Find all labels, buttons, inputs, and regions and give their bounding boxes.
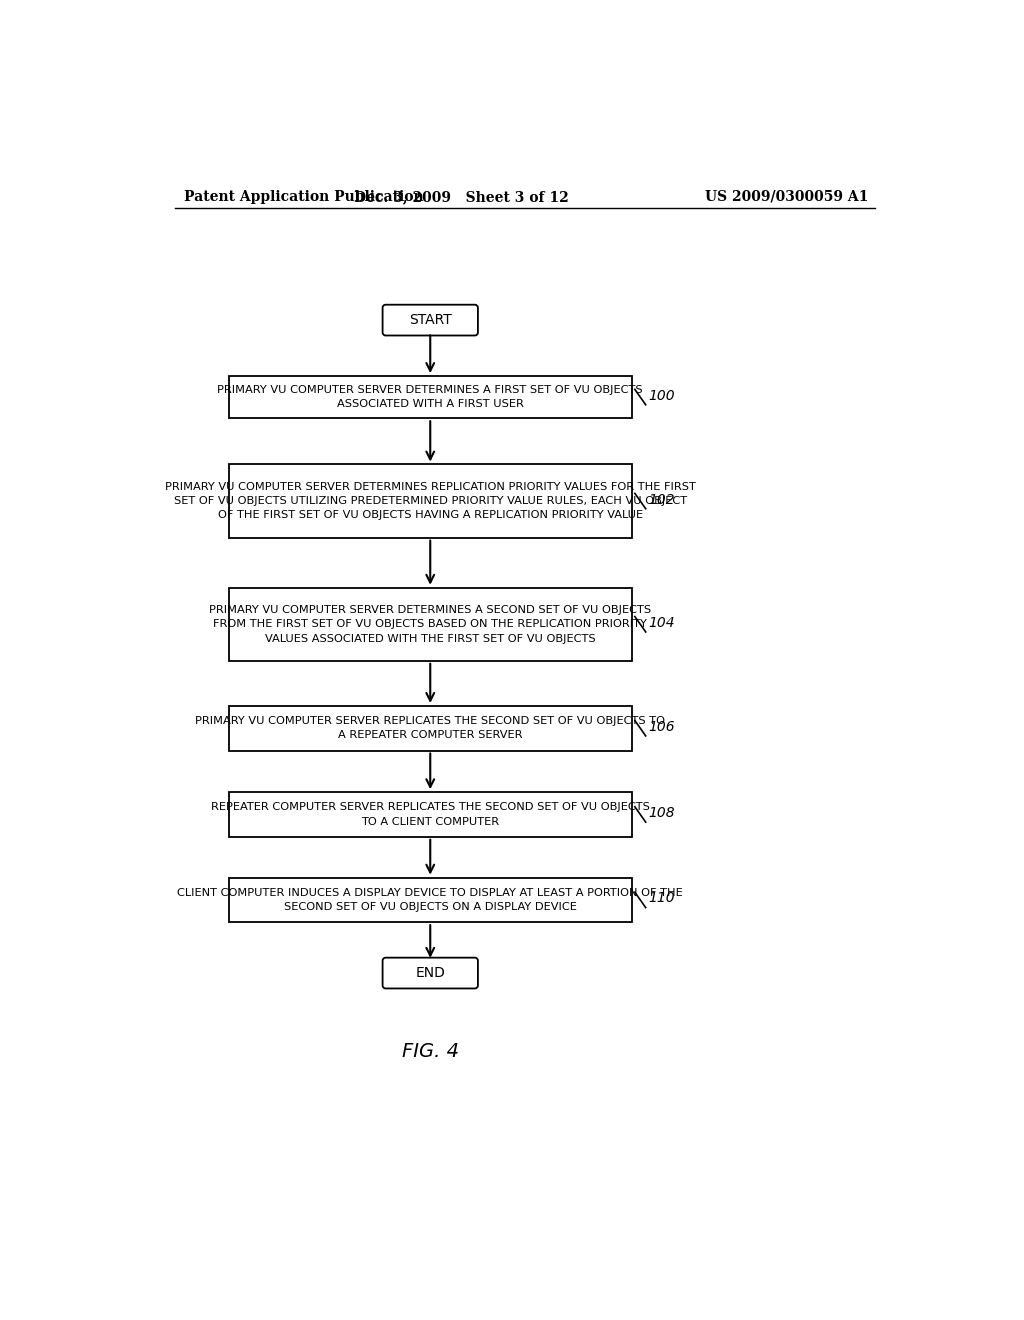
Text: REPEATER COMPUTER SERVER REPLICATES THE SECOND SET OF VU OBJECTS
TO A CLIENT COM: REPEATER COMPUTER SERVER REPLICATES THE …	[211, 803, 649, 826]
Text: PRIMARY VU COMPUTER SERVER DETERMINES A FIRST SET OF VU OBJECTS
ASSOCIATED WITH : PRIMARY VU COMPUTER SERVER DETERMINES A …	[217, 385, 643, 409]
Bar	[228, 376, 632, 418]
Bar	[228, 792, 632, 837]
Text: 100: 100	[649, 388, 676, 403]
Text: PRIMARY VU COMPUTER SERVER DETERMINES A SECOND SET OF VU OBJECTS
FROM THE FIRST : PRIMARY VU COMPUTER SERVER DETERMINES A …	[209, 605, 651, 644]
Text: END: END	[416, 966, 445, 979]
Text: Patent Application Publication: Patent Application Publication	[183, 190, 424, 203]
Bar	[228, 465, 632, 537]
Text: US 2009/0300059 A1: US 2009/0300059 A1	[705, 190, 868, 203]
Text: 110: 110	[649, 891, 676, 906]
Text: 104: 104	[649, 615, 676, 630]
Text: CLIENT COMPUTER INDUCES A DISPLAY DEVICE TO DISPLAY AT LEAST A PORTION OF THE
SE: CLIENT COMPUTER INDUCES A DISPLAY DEVICE…	[177, 888, 683, 912]
Bar	[228, 878, 632, 923]
Bar	[228, 706, 632, 751]
Text: Dec. 3, 2009   Sheet 3 of 12: Dec. 3, 2009 Sheet 3 of 12	[354, 190, 568, 203]
Text: PRIMARY VU COMPUTER SERVER DETERMINES REPLICATION PRIORITY VALUES FOR THE FIRST
: PRIMARY VU COMPUTER SERVER DETERMINES RE…	[165, 482, 695, 520]
Text: 108: 108	[649, 807, 676, 820]
Bar	[228, 587, 632, 661]
Text: PRIMARY VU COMPUTER SERVER REPLICATES THE SECOND SET OF VU OBJECTS TO
A REPEATER: PRIMARY VU COMPUTER SERVER REPLICATES TH…	[196, 715, 666, 741]
Text: 102: 102	[649, 492, 676, 507]
Text: START: START	[409, 313, 452, 327]
Text: FIG. 4: FIG. 4	[401, 1041, 459, 1061]
Text: 106: 106	[649, 719, 676, 734]
FancyBboxPatch shape	[383, 958, 478, 989]
FancyBboxPatch shape	[383, 305, 478, 335]
